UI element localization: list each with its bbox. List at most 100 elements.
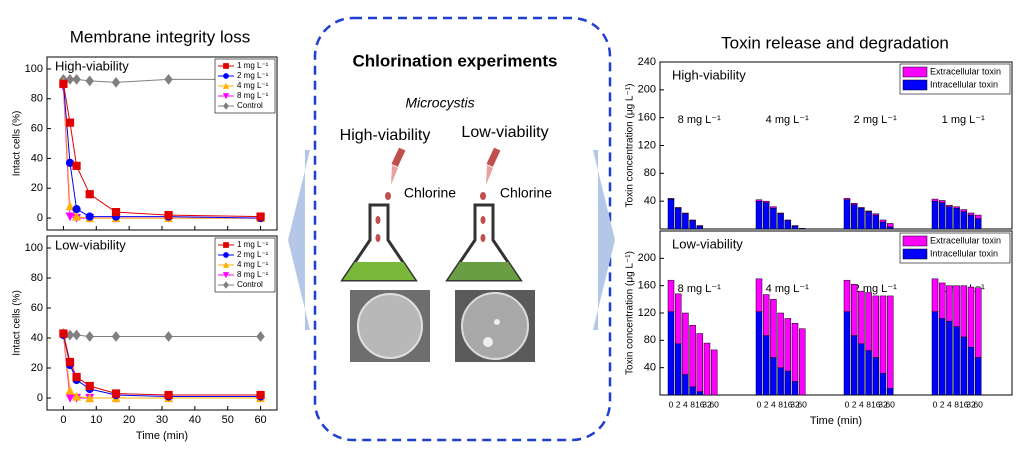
y-tick-label: 100: [25, 242, 43, 254]
marker: [72, 73, 81, 85]
bar-segment: [931, 278, 939, 312]
panel-label: Low-viability: [55, 237, 126, 252]
legend-label: 4 mg L⁻¹: [237, 81, 269, 90]
chlorine-right: Chlorine: [500, 185, 552, 201]
bar-segment: [682, 212, 689, 214]
bar-segment: [689, 220, 696, 230]
bar-segment: [674, 207, 682, 209]
right-title: Toxin release and degradation: [721, 33, 949, 52]
x-tick-label: 16: [959, 399, 969, 409]
bar-segment: [850, 203, 858, 205]
y-tick-label: 20: [31, 362, 43, 374]
bar-segment: [770, 357, 777, 396]
marker: [85, 331, 94, 342]
x-tick-label: 30: [156, 414, 168, 426]
bar-segment: [872, 357, 880, 396]
x-tick-label: 0: [933, 399, 938, 409]
left-title: Membrane integrity loss: [70, 27, 250, 46]
x-tick-label: 40: [189, 414, 201, 426]
group-label: 8 mg L⁻¹: [678, 283, 721, 295]
bar-segment: [784, 219, 792, 221]
legend-label: 8 mg L⁻¹: [237, 91, 269, 100]
legend-swatch: [902, 235, 928, 247]
y-tick-label: 200: [638, 252, 656, 264]
marker: [223, 102, 229, 110]
bar-segment: [953, 207, 960, 230]
y-tick-label: 0: [37, 392, 43, 404]
bar-segment: [755, 311, 763, 396]
bar-segment: [667, 198, 675, 200]
group-label: 2 mg L⁻¹: [854, 114, 897, 126]
marker: [85, 393, 95, 403]
bar-segment: [974, 357, 982, 396]
bar-segment: [946, 205, 953, 207]
bar-segment: [858, 290, 865, 344]
bar-segment: [974, 287, 982, 358]
bar-segment: [703, 342, 711, 396]
bar-segment: [682, 312, 689, 375]
bar-segment: [682, 374, 689, 396]
x-tick-label: 2: [676, 399, 681, 409]
bar-segment: [689, 219, 696, 221]
bar-segment: [872, 213, 880, 216]
bar-segment: [931, 311, 939, 396]
bar-segment: [674, 207, 682, 230]
bar-segment: [710, 349, 718, 396]
marker: [223, 242, 229, 248]
bar-segment: [843, 311, 851, 396]
panel-label: High-viability: [672, 67, 746, 82]
legend-label: 4 mg L⁻¹: [237, 260, 269, 269]
bar-segment: [886, 226, 894, 230]
x-tick-label: 60: [973, 399, 983, 409]
bar-segment: [953, 285, 960, 327]
x-tick-label: 8: [690, 399, 695, 409]
bar-segment: [872, 214, 880, 230]
x-tick-label: 32: [790, 399, 800, 409]
marker: [111, 76, 121, 88]
marker: [65, 118, 75, 127]
bar-segment: [777, 212, 784, 214]
marker: [111, 331, 121, 342]
bar-segment: [960, 211, 968, 230]
x-tick-label: 60: [254, 414, 266, 426]
bar-segment: [798, 328, 806, 396]
bar-segment: [886, 223, 894, 228]
bar-segment: [886, 387, 894, 396]
legend-label: Extracellular toxin: [930, 66, 1001, 76]
bar-segment: [938, 318, 946, 396]
bar-segment: [784, 318, 792, 372]
marker: [65, 212, 75, 222]
bar-segment: [843, 279, 851, 312]
marker: [65, 357, 75, 367]
bar-segment: [967, 214, 975, 230]
bar-segment: [974, 218, 982, 230]
bar-segment: [762, 200, 770, 203]
x-tick-label: 8: [866, 399, 871, 409]
bar-segment: [960, 285, 968, 338]
x-tick-label: 60: [709, 399, 719, 409]
x-tick-label: 8: [954, 399, 959, 409]
x-tick-label: 4: [683, 399, 688, 409]
y-tick-label: 80: [31, 93, 43, 105]
bar-segment: [667, 279, 675, 312]
x-tick-label: 0: [757, 399, 762, 409]
x-tick-label: 10: [90, 414, 102, 426]
bar-segment: [879, 221, 887, 230]
marker: [72, 205, 81, 214]
bar-segment: [770, 206, 777, 209]
organism: Microcystis: [405, 95, 474, 111]
y-tick-label: 200: [638, 84, 656, 96]
bar-segment: [879, 219, 887, 223]
bar-segment: [784, 370, 792, 396]
bar-segment: [953, 326, 960, 396]
center-title: Chlorination experiments: [353, 51, 558, 70]
bar-segment: [755, 199, 763, 202]
bar-segment: [674, 293, 682, 345]
bar-segment: [858, 207, 865, 209]
bar-segment: [938, 202, 946, 230]
bar-segment: [674, 343, 682, 396]
marker: [65, 385, 75, 395]
bar-segment: [689, 386, 696, 396]
y-axis-label: Toxin concentration (μg L⁻¹): [625, 251, 636, 375]
